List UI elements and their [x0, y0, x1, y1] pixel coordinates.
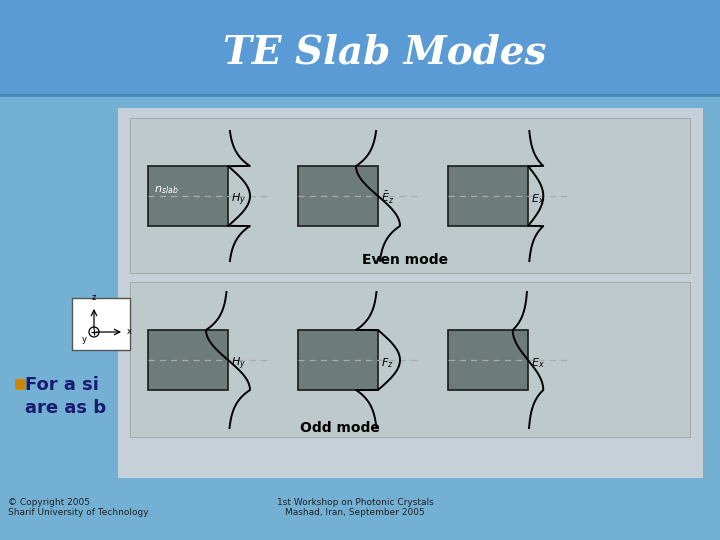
- Bar: [298, 166, 378, 226]
- Bar: [130, 282, 690, 437]
- Text: $E_x$: $E_x$: [531, 192, 545, 206]
- Text: $\blacksquare$: $\blacksquare$: [13, 378, 27, 392]
- Text: x: x: [127, 327, 132, 336]
- Text: $H_y$: $H_y$: [231, 355, 246, 372]
- Bar: [130, 118, 690, 273]
- Text: © Copyright 2005
Sharif University of Technology: © Copyright 2005 Sharif University of Te…: [8, 498, 148, 517]
- Text: $E_x$: $E_x$: [531, 356, 545, 370]
- Text: Odd mode: Odd mode: [300, 421, 380, 435]
- Text: $H_y$: $H_y$: [231, 191, 246, 208]
- Bar: [72, 298, 130, 350]
- Bar: [448, 330, 528, 390]
- Bar: [148, 166, 228, 226]
- Text: $\bar{E}_z$: $\bar{E}_z$: [381, 190, 395, 206]
- Bar: [0, 0, 720, 95]
- Text: z: z: [92, 293, 96, 302]
- Text: y: y: [81, 335, 86, 344]
- Text: Even mode: Even mode: [362, 253, 448, 267]
- Bar: [118, 108, 703, 478]
- Text: TE Slab Modes: TE Slab Modes: [223, 33, 546, 71]
- Text: $F_z$: $F_z$: [381, 356, 394, 370]
- Text: $n_{slab}$: $n_{slab}$: [154, 184, 179, 196]
- Bar: [448, 166, 528, 226]
- Text: are as b: are as b: [25, 399, 106, 417]
- Bar: [298, 330, 378, 390]
- Text: 1st Workshop on Photonic Crystals
Mashad, Iran, September 2005: 1st Workshop on Photonic Crystals Mashad…: [276, 498, 433, 517]
- Bar: [148, 330, 228, 390]
- Text: For a si: For a si: [25, 376, 99, 394]
